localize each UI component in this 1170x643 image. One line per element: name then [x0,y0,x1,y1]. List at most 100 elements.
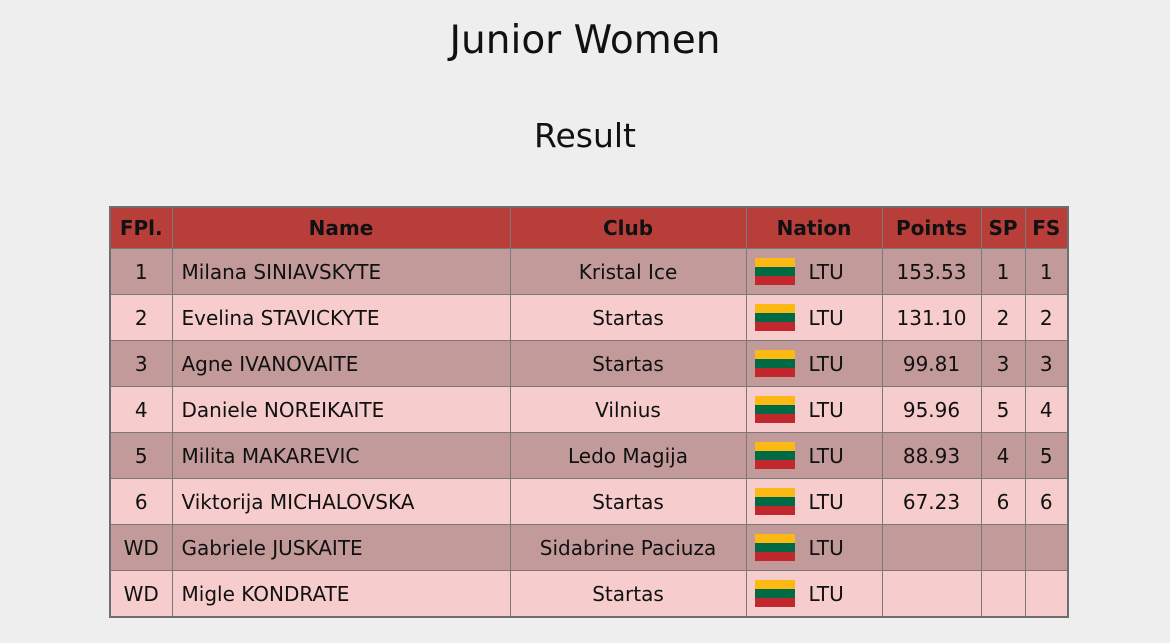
cell-points: 99.81 [881,340,982,387]
cell-fs [1024,524,1069,571]
cell-fpl: WD [109,524,173,571]
cell-club: Startas [509,294,747,341]
cell-nation: LTU [745,478,883,525]
flag-stripe [754,534,795,543]
flag-icon [754,396,795,423]
table-body: 1 Milana SINIAVSKYTE Kristal Ice LTU 153.53 1… [109,248,1069,618]
flag-stripe [754,589,795,598]
nation: LTU [747,442,882,469]
nation: LTU [747,396,882,423]
cell-nation: LTU [745,524,883,571]
cell-club: Startas [509,478,747,525]
cell-fs: 1 [1024,248,1069,295]
flag-stripe [754,276,795,285]
cell-name: Milita MAKAREVIC [171,432,511,479]
flag-stripe [754,506,795,515]
cell-fpl: 4 [109,386,173,433]
column-header: Club [509,206,747,249]
cell-nation: LTU [745,386,883,433]
column-header: FPl. [109,206,173,249]
cell-sp: 3 [980,340,1026,387]
flag-stripe [754,543,795,552]
flag-icon [754,304,795,331]
table-row: WD Migle KONDRATE Startas LTU [109,570,1069,618]
cell-points: 67.23 [881,478,982,525]
cell-points: 88.93 [881,432,982,479]
cell-points: 153.53 [881,248,982,295]
flag-stripe [754,442,795,451]
column-header: Points [881,206,982,249]
table-row: 2 Evelina STAVICKYTE Startas LTU 131.10 2 2 [109,294,1069,341]
cell-name: Evelina STAVICKYTE [171,294,511,341]
flag-stripe [754,497,795,506]
nation: LTU [747,258,882,285]
nation-code: LTU [808,581,844,606]
flag-stripe [754,350,795,359]
cell-name: Milana SINIAVSKYTE [171,248,511,295]
flag-stripe [754,313,795,322]
cell-fpl: 3 [109,340,173,387]
table-row: 5 Milita MAKAREVIC Ledo Magija LTU 88.93 4 5 [109,432,1069,479]
cell-points [881,524,982,571]
table-row: WD Gabriele JUSKAITE Sidabrine Paciuza LTU [109,524,1069,571]
title: Junior Women [449,18,721,63]
flag-icon [754,442,795,469]
cell-fpl: 2 [109,294,173,341]
flag-icon [754,350,795,377]
cell-club: Startas [509,570,747,618]
flag-stripe [754,598,795,607]
flag-icon [754,488,795,515]
flag-icon [754,580,795,607]
cell-points: 95.96 [881,386,982,433]
cell-nation: LTU [745,294,883,341]
cell-club: Startas [509,340,747,387]
table-row: 3 Agne IVANOVAITE Startas LTU 99.81 3 3 [109,340,1069,387]
cell-name: Gabriele JUSKAITE [171,524,511,571]
nation-code: LTU [808,305,844,330]
flag-stripe [754,267,795,276]
cell-fs: 5 [1024,432,1069,479]
nation-code: LTU [808,397,844,422]
cell-club: Ledo Magija [509,432,747,479]
table-row: 6 Viktorija MICHALOVSKA Startas LTU 67.23 6 6 [109,478,1069,525]
cell-name: Daniele NOREIKAITE [171,386,511,433]
cell-name: Viktorija MICHALOVSKA [171,478,511,525]
cell-fs [1024,570,1069,618]
cell-sp: 5 [980,386,1026,433]
nation: LTU [747,580,882,607]
cell-fpl: 5 [109,432,173,479]
header-row: FPl. Name Club Nation Points SP FS [109,206,1069,249]
cell-club: Kristal Ice [509,248,747,295]
cell-nation: LTU [745,248,883,295]
cell-points: 131.10 [881,294,982,341]
cell-sp: 6 [980,478,1026,525]
flag-icon [754,258,795,285]
flag-stripe [754,460,795,469]
nation-code: LTU [808,489,844,514]
flag-stripe [754,414,795,423]
flag-stripe [754,359,795,368]
flag-stripe [754,488,795,497]
cell-nation: LTU [745,432,883,479]
cell-nation: LTU [745,340,883,387]
flag-stripe [754,451,795,460]
nation-code: LTU [808,443,844,468]
cell-fs: 4 [1024,386,1069,433]
flag-stripe [754,258,795,267]
cell-sp [980,524,1026,571]
flag-stripe [754,368,795,377]
cell-fs: 2 [1024,294,1069,341]
nation-code: LTU [808,259,844,284]
subtitle: Result [534,116,636,155]
cell-fpl: WD [109,570,173,618]
cell-fs: 6 [1024,478,1069,525]
flag-stripe [754,396,795,405]
nation: LTU [747,304,882,331]
cell-club: Sidabrine Paciuza [509,524,747,571]
cell-nation: LTU [745,570,883,618]
cell-sp: 1 [980,248,1026,295]
column-header: SP [980,206,1026,249]
flag-stripe [754,304,795,313]
cell-sp: 4 [980,432,1026,479]
